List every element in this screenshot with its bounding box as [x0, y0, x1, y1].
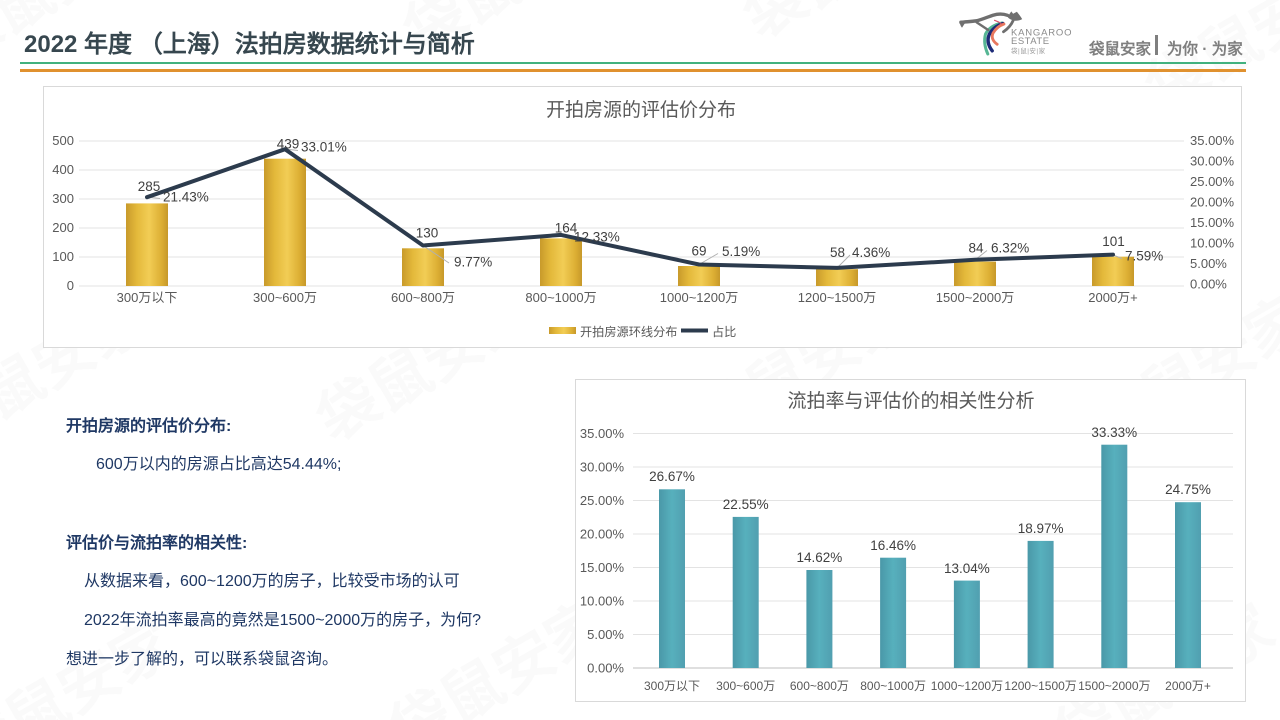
svg-text:1000~1200万: 1000~1200万	[660, 290, 738, 305]
svg-text:袋鼠安家: 袋鼠安家	[732, 0, 974, 52]
svg-text:200: 200	[52, 220, 74, 235]
svg-text:800~1000万: 800~1000万	[860, 679, 926, 693]
svg-text:600~800万: 600~800万	[391, 290, 455, 305]
svg-text:164: 164	[555, 221, 578, 236]
svg-text:2000万+: 2000万+	[1088, 290, 1138, 305]
svg-text:800~1000万: 800~1000万	[525, 290, 596, 305]
svg-text:1200~1500万: 1200~1500万	[1004, 679, 1076, 693]
svg-text:35.00%: 35.00%	[1190, 133, 1235, 148]
svg-text:33.01%: 33.01%	[301, 140, 347, 155]
svg-text:1500~2000万: 1500~2000万	[1078, 679, 1150, 693]
svg-text:1000~1200万: 1000~1200万	[931, 679, 1003, 693]
svg-text:袋|鼠|安|家: 袋|鼠|安|家	[1011, 46, 1046, 55]
svg-text:101: 101	[1102, 234, 1125, 249]
svg-text:20.00%: 20.00%	[580, 527, 625, 542]
svg-text:5.00%: 5.00%	[587, 627, 624, 642]
svg-text:21.43%: 21.43%	[163, 190, 209, 205]
svg-text:439: 439	[277, 137, 300, 152]
svg-text:84: 84	[968, 241, 984, 256]
svg-text:100: 100	[52, 249, 74, 264]
svg-text:600~800万: 600~800万	[790, 679, 849, 693]
svg-text:300~600万: 300~600万	[253, 290, 317, 305]
svg-text:1200~1500万: 1200~1500万	[798, 290, 876, 305]
svg-text:10.00%: 10.00%	[580, 594, 625, 609]
svg-text:20.00%: 20.00%	[1190, 195, 1235, 210]
svg-text:500: 500	[52, 133, 74, 148]
svg-text:400: 400	[52, 162, 74, 177]
svg-text:12.33%: 12.33%	[574, 230, 620, 245]
svg-text:25.00%: 25.00%	[580, 493, 625, 508]
svg-text:300: 300	[52, 191, 74, 206]
svg-text:25.00%: 25.00%	[1190, 174, 1235, 189]
svg-text:0.00%: 0.00%	[1190, 277, 1227, 292]
svg-text:69: 69	[691, 244, 706, 259]
svg-text:10.00%: 10.00%	[1190, 236, 1235, 251]
svg-text:14.62%: 14.62%	[797, 550, 843, 565]
svg-text:开拍房源环线分布: 开拍房源环线分布	[580, 324, 678, 339]
svg-text:9.77%: 9.77%	[454, 255, 492, 270]
svg-text:1500~2000万: 1500~2000万	[936, 290, 1014, 305]
svg-text:0.00%: 0.00%	[587, 661, 624, 676]
svg-text:18.97%: 18.97%	[1018, 521, 1064, 536]
svg-text:58: 58	[830, 245, 845, 260]
svg-text:35.00%: 35.00%	[580, 426, 625, 441]
svg-text:16.46%: 16.46%	[870, 538, 916, 553]
svg-text:13.04%: 13.04%	[944, 561, 990, 576]
svg-text:15.00%: 15.00%	[580, 560, 625, 575]
svg-text:300~600万: 300~600万	[716, 679, 775, 693]
svg-text:开拍房源的评估价分布: 开拍房源的评估价分布	[546, 99, 736, 121]
svg-text:流拍率与评估价的相关性分析: 流拍率与评估价的相关性分析	[787, 390, 1034, 412]
svg-text:30.00%: 30.00%	[580, 460, 625, 475]
svg-text:占比: 占比	[712, 324, 736, 339]
svg-text:30.00%: 30.00%	[1190, 154, 1235, 169]
svg-text:KANGAROO: KANGAROO	[1011, 28, 1072, 39]
svg-text:300万以下: 300万以下	[117, 290, 178, 305]
svg-text:24.75%: 24.75%	[1165, 482, 1211, 497]
svg-text:15.00%: 15.00%	[1190, 215, 1235, 230]
svg-text:2000万+: 2000万+	[1165, 679, 1211, 693]
svg-text:5.00%: 5.00%	[1190, 256, 1227, 271]
svg-text:7.59%: 7.59%	[1125, 249, 1163, 264]
svg-text:26.67%: 26.67%	[649, 469, 695, 484]
svg-text:ESTATE: ESTATE	[1011, 36, 1050, 47]
svg-text:4.36%: 4.36%	[852, 245, 890, 260]
svg-text:22.55%: 22.55%	[723, 497, 769, 512]
svg-text:285: 285	[138, 179, 161, 194]
svg-text:300万以下: 300万以下	[644, 679, 700, 693]
svg-text:0: 0	[67, 278, 74, 293]
svg-text:33.33%: 33.33%	[1091, 425, 1137, 440]
svg-text:5.19%: 5.19%	[722, 244, 760, 259]
svg-text:6.32%: 6.32%	[991, 241, 1029, 256]
svg-text:130: 130	[416, 226, 439, 241]
